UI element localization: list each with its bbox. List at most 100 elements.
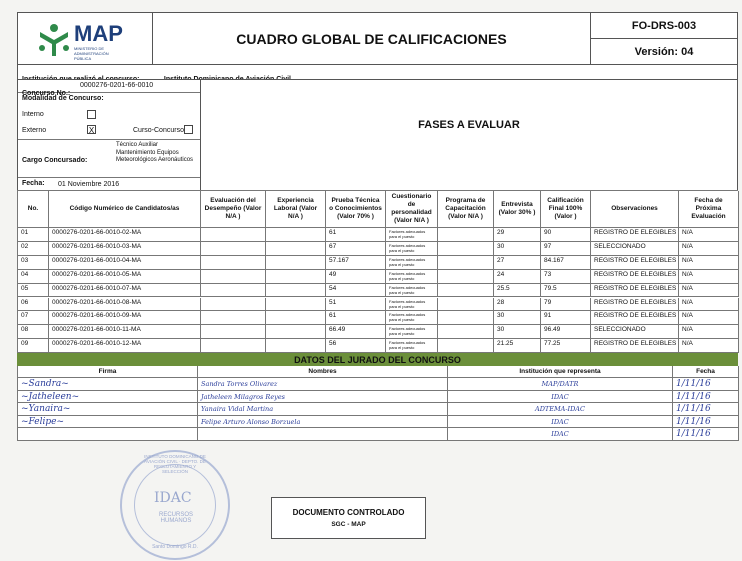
cell-entrevista: 24 bbox=[494, 269, 541, 284]
cell-code: 0000276-0201-66-0010-08-MA bbox=[49, 297, 201, 312]
jury-institution: IDAC bbox=[448, 415, 673, 429]
jury-row: ~Felipe~ Felipe Arturo Alonso Borzuela IDA… bbox=[18, 415, 739, 429]
cell-experiencia bbox=[266, 269, 326, 284]
stamp-text: INSTITUTO DOMINICANO DE AVIACIÓN CIVIL ·… bbox=[144, 454, 206, 474]
cell-desempeno bbox=[201, 269, 266, 284]
cell-cuestionario: Factores adecuados para el puesto bbox=[386, 255, 438, 270]
jury-date: 1/11/16 bbox=[673, 428, 739, 441]
jury-institution: ADTEMA-IDAC bbox=[448, 403, 673, 416]
cell-observaciones: REGISTRO DE ELEGIBLES bbox=[591, 269, 679, 284]
cell-no: 05 bbox=[18, 283, 49, 298]
cell-desempeno bbox=[201, 325, 266, 340]
cell-cuestionario: Factores adecuados para el puesto bbox=[386, 269, 438, 284]
concurso-row: Concurso No.: 0000276-0201-66-0010 bbox=[18, 80, 200, 97]
table-row: 05 0000276-0201-66-0010-07-MA 54 Factores a… bbox=[18, 283, 739, 298]
cell-entrevista: 28 bbox=[494, 297, 541, 312]
cell-calificacion: 84.167 bbox=[541, 255, 591, 270]
cell-calificacion: 97 bbox=[541, 241, 591, 256]
cell-desempeno bbox=[201, 228, 266, 242]
idac-stamp: INSTITUTO DOMINICANO DE AVIACIÓN CIVIL ·… bbox=[120, 450, 230, 560]
cell-calificacion: 77.25 bbox=[541, 339, 591, 354]
candidates-table: No. Código Numérico de Candidatos/as Evalu… bbox=[17, 190, 739, 354]
externo-checkbox[interactable]: X bbox=[87, 125, 96, 135]
signature: ~Jatheleen~ bbox=[18, 390, 198, 404]
cell-observaciones: REGISTRO DE ELEGIBLES bbox=[591, 255, 679, 270]
cell-fecha-proxima: N/A bbox=[679, 297, 739, 312]
sgc-map-label: SGC - MAP bbox=[331, 521, 366, 528]
jury-name: Yanaira Vidal Martina bbox=[198, 403, 448, 416]
header-prueba: Prueba Técnica o Conocimientos (Valor 70… bbox=[326, 191, 386, 228]
cell-entrevista: 30 bbox=[494, 325, 541, 340]
signature: ~Felipe~ bbox=[18, 415, 198, 429]
document-title: CUADRO GLOBAL DE CALIFICACIONES bbox=[152, 12, 591, 65]
jury-name: Jatheleen Milagros Reyes bbox=[198, 390, 448, 404]
fecha-value: 01 Noviembre 2016 bbox=[58, 181, 120, 188]
cell-code: 0000276-0201-66-0010-11-MA bbox=[49, 325, 201, 340]
interno-checkbox[interactable] bbox=[87, 110, 96, 119]
cargo-value: Técnico Auxiliar Mantenimiento Equipos M… bbox=[116, 142, 194, 163]
jury-name: Sandra Torres Olivarez bbox=[198, 378, 448, 391]
curso-concurso-label: Curso-Concurso bbox=[133, 127, 184, 134]
cell-observaciones: REGISTRO DE ELEGIBLES bbox=[591, 339, 679, 354]
cell-observaciones: SELECCIONADO bbox=[591, 241, 679, 256]
cell-observaciones: REGISTRO DE ELEGIBLES bbox=[591, 283, 679, 298]
stamp-city: Santo Domingo R.D. bbox=[152, 544, 198, 550]
cell-entrevista: 21.25 bbox=[494, 339, 541, 354]
header-cuestionario: Cuestionario de personalidad (Valor N/A … bbox=[386, 191, 438, 228]
concurso-value: 0000276-0201-66-0010 bbox=[80, 82, 154, 89]
cell-fecha-proxima: N/A bbox=[679, 325, 739, 340]
cell-code: 0000276-0201-66-0010-09-MA bbox=[49, 311, 201, 326]
info-box: Concurso No.: 0000276-0201-66-0010 Modal… bbox=[17, 79, 201, 191]
curso-concurso-checkbox[interactable] bbox=[184, 125, 193, 134]
header-code: Código Numérico de Candidatos/as bbox=[49, 191, 201, 228]
signature: ~Sandra~ bbox=[18, 378, 198, 391]
cell-fecha-proxima: N/A bbox=[679, 241, 739, 256]
cell-cuestionario: Factores adecuados para el puesto bbox=[386, 339, 438, 354]
cell-prueba: 61 bbox=[326, 228, 386, 242]
header-desempeno: Evaluación del Desempeño (Valor N/A ) bbox=[201, 191, 266, 228]
cell-prueba: 57.167 bbox=[326, 255, 386, 270]
cell-cuestionario: Factores adecuados para el puesto bbox=[386, 325, 438, 340]
cell-experiencia bbox=[266, 228, 326, 242]
cell-code: 0000276-0201-66-0010-12-MA bbox=[49, 339, 201, 354]
cell-capacitacion bbox=[438, 269, 494, 284]
header-observaciones: Observaciones bbox=[591, 191, 679, 228]
cell-cuestionario: Factores adecuados para el puesto bbox=[386, 283, 438, 298]
stamp-sub: RECURSOS HUMANOS bbox=[158, 512, 193, 524]
cell-no: 08 bbox=[18, 325, 49, 340]
cell-calificacion: 91 bbox=[541, 311, 591, 326]
table-row: 07 0000276-0201-66-0010-09-MA 61 Factores a… bbox=[18, 311, 739, 326]
cell-fecha-proxima: N/A bbox=[679, 283, 739, 298]
cell-capacitacion bbox=[438, 255, 494, 270]
institution-row: Institución que realizó el concurso: Ins… bbox=[17, 64, 738, 83]
header-capacitacion: Programa de Capacitación (Valor N/A ) bbox=[438, 191, 494, 228]
cell-calificacion: 96.49 bbox=[541, 325, 591, 340]
cell-entrevista: 29 bbox=[494, 228, 541, 242]
cell-fecha-proxima: N/A bbox=[679, 255, 739, 270]
fases-header: FASES A EVALUAR bbox=[200, 79, 738, 191]
cell-desempeno bbox=[201, 255, 266, 270]
cell-capacitacion bbox=[438, 228, 494, 242]
cell-prueba: 67 bbox=[326, 241, 386, 256]
cell-fecha-proxima: N/A bbox=[679, 269, 739, 284]
cell-prueba: 61 bbox=[326, 311, 386, 326]
cell-no: 09 bbox=[18, 339, 49, 354]
cell-desempeno bbox=[201, 311, 266, 326]
cell-fecha-proxima: N/A bbox=[679, 228, 739, 242]
jury-name bbox=[198, 428, 448, 441]
jury-institution: IDAC bbox=[448, 390, 673, 404]
cell-observaciones: REGISTRO DE ELEGIBLES bbox=[591, 228, 679, 242]
table-row: 01 0000276-0201-66-0010-02-MA 61 Factores a… bbox=[18, 228, 739, 242]
cell-fecha-proxima: N/A bbox=[679, 339, 739, 354]
logo-text: MAP bbox=[74, 21, 123, 46]
jury-title: DATOS DEL JURADO DEL CONCURSO bbox=[17, 353, 738, 366]
jury-institution: IDAC bbox=[448, 428, 673, 441]
cell-prueba: 66.49 bbox=[326, 325, 386, 340]
controlled-document-box: DOCUMENTO CONTROLADO SGC - MAP bbox=[271, 497, 426, 539]
cell-fecha-proxima: N/A bbox=[679, 311, 739, 326]
cell-cuestionario: Factores adecuados para el puesto bbox=[386, 297, 438, 312]
jury-table: Firma Nombres Institución que representa Fe… bbox=[17, 366, 739, 441]
cell-observaciones: REGISTRO DE ELEGIBLES bbox=[591, 297, 679, 312]
cell-code: 0000276-0201-66-0010-05-MA bbox=[49, 269, 201, 284]
concurso-label: Concurso No.: bbox=[22, 90, 71, 97]
